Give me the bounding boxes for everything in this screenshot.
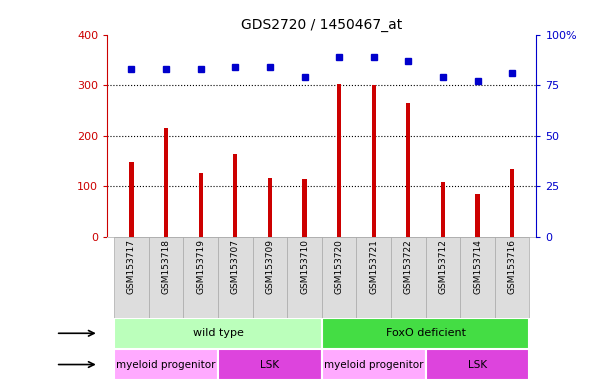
Bar (425, 349, 530, 380)
Bar (425, 237, 460, 318)
Text: GSM153712: GSM153712 (438, 239, 447, 294)
Text: FoxO deficient: FoxO deficient (386, 328, 466, 338)
Text: GSM153721: GSM153721 (369, 239, 378, 294)
Text: GSM153718: GSM153718 (162, 239, 170, 294)
Text: myeloid progenitor: myeloid progenitor (116, 359, 216, 369)
Text: GSM153709: GSM153709 (265, 239, 275, 294)
Bar (371, 85, 376, 237)
Text: GSM153719: GSM153719 (196, 239, 205, 294)
Bar (164, 128, 168, 237)
Text: GSM153716: GSM153716 (508, 239, 517, 294)
Text: GSM153722: GSM153722 (404, 239, 413, 294)
Bar (253, 237, 287, 318)
Text: GSM153720: GSM153720 (335, 239, 344, 294)
Bar (268, 178, 272, 237)
Bar (495, 237, 530, 318)
Bar (287, 237, 322, 318)
Bar (460, 237, 495, 318)
Bar (510, 169, 514, 237)
Bar (322, 237, 356, 318)
Bar (356, 237, 391, 318)
Bar (218, 349, 322, 380)
Bar (149, 237, 183, 318)
Bar (441, 182, 445, 237)
Text: wild type: wild type (192, 328, 243, 338)
Bar (233, 154, 237, 237)
Text: GSM153717: GSM153717 (127, 239, 136, 294)
Bar (114, 318, 322, 349)
Bar (183, 237, 218, 318)
Bar (129, 162, 134, 237)
Bar (391, 237, 425, 318)
Bar (322, 318, 530, 349)
Bar (302, 179, 306, 237)
Bar (406, 103, 411, 237)
Text: GSM153707: GSM153707 (231, 239, 240, 294)
Bar (322, 349, 425, 380)
Text: GSM153710: GSM153710 (300, 239, 309, 294)
Text: GSM153714: GSM153714 (473, 239, 482, 294)
Bar (337, 84, 341, 237)
Title: GDS2720 / 1450467_at: GDS2720 / 1450467_at (241, 18, 403, 32)
Bar (114, 237, 149, 318)
Text: LSK: LSK (261, 359, 280, 369)
Bar (476, 194, 479, 237)
Bar (114, 349, 218, 380)
Text: myeloid progenitor: myeloid progenitor (324, 359, 424, 369)
Bar (218, 237, 253, 318)
Text: LSK: LSK (468, 359, 487, 369)
Bar (199, 172, 203, 237)
